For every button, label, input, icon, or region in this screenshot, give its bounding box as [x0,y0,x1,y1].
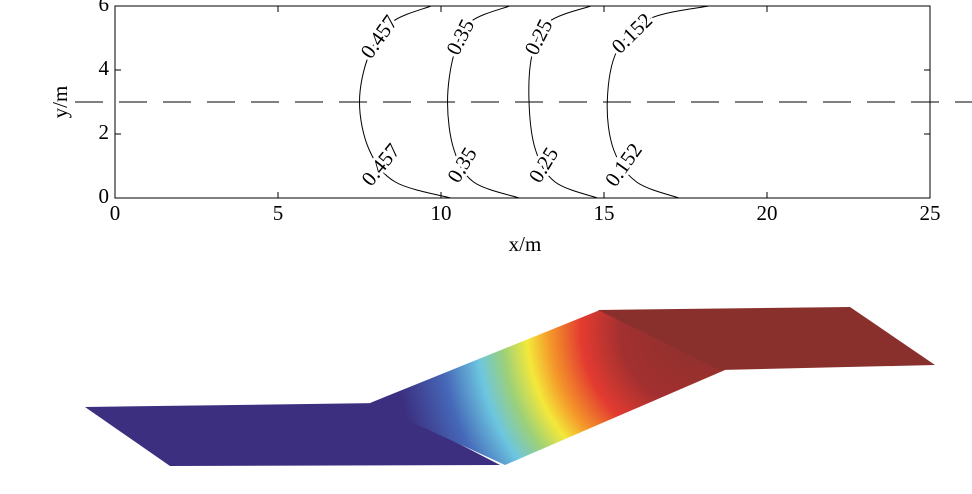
x-tick-label: 20 [757,201,778,225]
surface-low-plane [85,403,500,466]
x-tick-label: 25 [920,201,941,225]
surface-slope [370,310,725,465]
contour-line [606,5,709,199]
y-tick-label: 0 [99,184,110,208]
x-tick-label: 10 [431,201,452,225]
y-tick-label: 4 [99,56,110,80]
contour-line [358,5,451,199]
x-tick-label: 15 [594,201,615,225]
contour-line [528,5,598,199]
contour-label: 0.25 [524,143,564,187]
x-axis-label: x/m [509,232,542,256]
x-tick-label: 5 [273,201,284,225]
contour-label: 0.152 [600,139,647,191]
contour-label: 0.25 [519,15,557,59]
contour-label: 0.152 [607,8,658,58]
surface-high-plane [598,307,935,370]
contour-label: 0.457 [355,11,402,63]
x-tick-label: 0 [110,201,121,225]
y-tick-label: 6 [99,0,110,16]
contour-label: 0.35 [442,143,482,187]
surface-plot [85,307,935,466]
y-tick-label: 2 [99,120,110,144]
y-axis-label: y/m [48,86,72,119]
contour-line [447,5,520,199]
contour-label: 0.35 [441,15,479,59]
